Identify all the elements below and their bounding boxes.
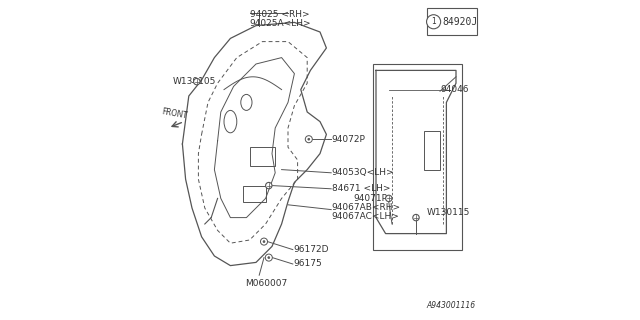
Text: W130105: W130105 [173, 77, 216, 86]
Text: A943001116: A943001116 [426, 301, 475, 310]
Circle shape [266, 254, 273, 261]
Circle shape [413, 214, 419, 221]
Text: 94067AB<RH>: 94067AB<RH> [332, 203, 401, 212]
Circle shape [263, 241, 265, 243]
Circle shape [260, 238, 268, 245]
Text: 94067AC<LH>: 94067AC<LH> [332, 212, 400, 221]
Text: M060007: M060007 [245, 279, 287, 288]
Circle shape [268, 257, 270, 259]
Bar [372, 64, 463, 250]
Bar [424, 131, 440, 170]
Circle shape [266, 182, 272, 189]
Text: 96175: 96175 [294, 260, 323, 268]
FancyBboxPatch shape [428, 8, 477, 35]
Text: 84920J: 84920J [442, 17, 477, 27]
Circle shape [194, 78, 200, 85]
Text: 94025 <RH>: 94025 <RH> [250, 10, 309, 19]
Circle shape [308, 138, 310, 140]
Text: 94053Q<LH>: 94053Q<LH> [332, 168, 394, 177]
Text: FRONT: FRONT [161, 107, 188, 120]
Text: 94025A<LH>: 94025A<LH> [250, 19, 311, 28]
Text: 94046: 94046 [440, 85, 468, 94]
Circle shape [385, 195, 392, 202]
Bar [250, 147, 275, 166]
Text: 1: 1 [431, 17, 436, 26]
Circle shape [305, 136, 312, 143]
Text: W130115: W130115 [428, 208, 470, 217]
Text: 84671 <LH>: 84671 <LH> [332, 184, 390, 193]
Bar [243, 186, 266, 202]
Text: 94072P: 94072P [332, 135, 365, 144]
Text: 96172D: 96172D [294, 245, 329, 254]
Text: 94071P: 94071P [353, 194, 387, 203]
Circle shape [427, 15, 441, 29]
